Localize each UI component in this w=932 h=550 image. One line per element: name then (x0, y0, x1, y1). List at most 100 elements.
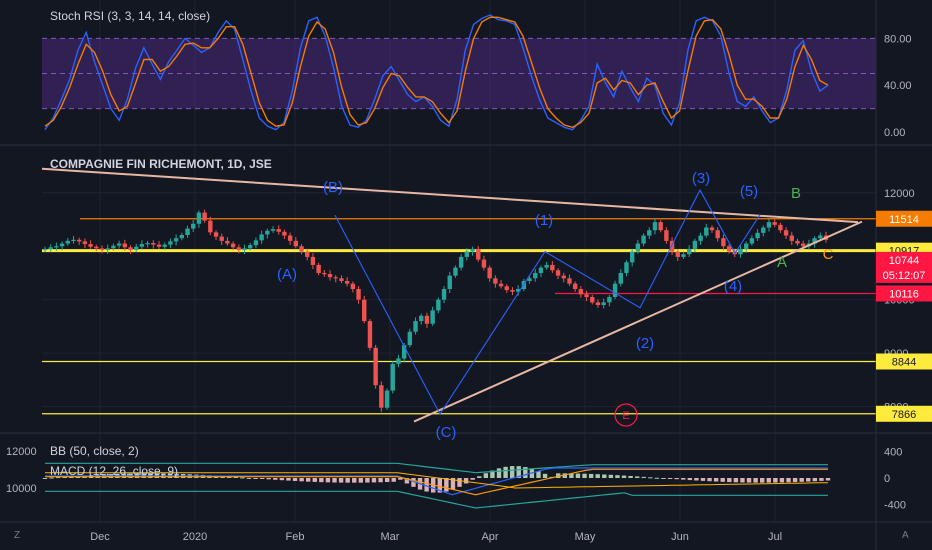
candle-body (253, 240, 259, 246)
macd-histogram-bar (569, 473, 574, 478)
candle-body (367, 321, 373, 348)
candle-body (533, 272, 538, 279)
macd-histogram-bar (477, 476, 482, 478)
candle-body (344, 280, 350, 284)
macd-histogram-bar (746, 478, 752, 483)
time-tick-label: Feb (286, 531, 305, 543)
candle-body (362, 299, 367, 322)
macd-histogram-bar (463, 478, 469, 484)
candle-body (607, 297, 612, 303)
level-tag-text: 8844 (892, 356, 916, 368)
candle-body (527, 278, 532, 281)
macd-histogram-bar (286, 478, 291, 481)
macd-histogram-bar (371, 478, 377, 483)
macd-histogram-bar (667, 478, 673, 479)
level-tag-text: 11514 (889, 214, 919, 226)
bb-title: BB (50, close, 2) (50, 444, 139, 458)
level-tag-text: 7866 (892, 409, 916, 421)
candle-body (721, 238, 726, 247)
macd-histogram-bar (292, 478, 298, 481)
macd-histogram-bar (641, 476, 646, 478)
candle-body (48, 247, 53, 249)
candle-body (248, 245, 253, 249)
macd-histogram-bar (424, 478, 429, 492)
candle-body (270, 229, 276, 231)
candle-body (538, 267, 544, 273)
stoch-rsi-title: Stoch RSI (3, 3, 14, 14, close) (50, 9, 211, 23)
candle-body (139, 244, 145, 247)
macd-histogram-bar (792, 478, 798, 483)
ascending-trendline (413, 220, 863, 423)
macd-histogram-bar (404, 478, 410, 484)
macd-histogram-bar (62, 476, 67, 478)
candle-body (618, 272, 623, 284)
macd-histogram-bar (457, 478, 462, 487)
candle-body (783, 230, 789, 236)
candle-body (800, 243, 806, 247)
wave-label-(A): (A) (277, 266, 297, 283)
candle-body (219, 236, 224, 241)
candle-body (453, 267, 458, 276)
candle-body (401, 345, 407, 359)
macd-histogram-bar (753, 478, 758, 483)
candle-body (282, 231, 287, 236)
candle-body (749, 238, 755, 244)
macd-histogram-bar (490, 470, 495, 478)
macd-histogram-bar (279, 478, 285, 481)
macd-histogram-bar (674, 478, 679, 480)
macd-histogram-bar (246, 477, 252, 479)
candle-body (327, 274, 333, 278)
macd-histogram-bar (444, 478, 449, 492)
rsi-tick-label: 80.00 (884, 33, 912, 45)
candle-body (310, 256, 316, 265)
macd-histogram-bar (779, 478, 785, 483)
candle-body (156, 244, 162, 247)
auto-scale-button[interactable]: A (902, 530, 909, 541)
countdown-text: 05:12:07 (883, 270, 926, 282)
candle-body (675, 251, 680, 257)
candle-body (430, 310, 435, 324)
candle-body (755, 232, 760, 239)
macd-histogram-bar (266, 478, 271, 480)
macd-histogram-bar (384, 478, 390, 483)
candle-body (544, 264, 549, 268)
candle-body (476, 248, 481, 260)
candle-body (208, 220, 213, 233)
macd-histogram-bar (523, 467, 528, 478)
candle-body (658, 222, 663, 231)
candle-body (225, 240, 230, 244)
bb-tick-label: 12000 (6, 446, 37, 458)
candle-body (635, 243, 641, 252)
candle-body (213, 232, 219, 237)
candle-body (470, 248, 475, 252)
candle-body (743, 243, 749, 249)
candle-body (145, 243, 150, 245)
time-tick-label: Mar (381, 531, 400, 543)
macd-signal-line (45, 468, 828, 496)
time-tick-label: May (575, 531, 596, 543)
wave-label-(2): (2) (636, 335, 654, 352)
candle-body (789, 235, 794, 241)
macd-histogram-bar (661, 478, 666, 479)
bb-tick-label: 10000 (6, 483, 37, 495)
candle-body (590, 297, 595, 303)
candle-body (481, 259, 487, 268)
stoch-rsi-pane (42, 14, 876, 131)
candle-body (88, 244, 93, 247)
macd-histogram-bar (713, 478, 719, 482)
macd-histogram-bar (720, 478, 725, 482)
timezone-button[interactable]: Z (14, 530, 21, 541)
candle-body (447, 275, 452, 289)
wave-labels: (A) (B) (C) (1) (2) (3) (4) (5) A B C E (277, 170, 834, 441)
macd-tick-label: 400 (884, 446, 902, 458)
macd-histogram-bar (391, 478, 396, 482)
candle-body (572, 283, 578, 289)
macd-histogram-bar (733, 478, 739, 483)
macd-histogram-bar (305, 478, 311, 482)
candle-body (818, 235, 823, 239)
macd-histogram-bar (812, 478, 818, 482)
price-tick-label: 12000 (884, 188, 915, 200)
candle-body (316, 264, 321, 273)
candle-body (151, 243, 156, 245)
